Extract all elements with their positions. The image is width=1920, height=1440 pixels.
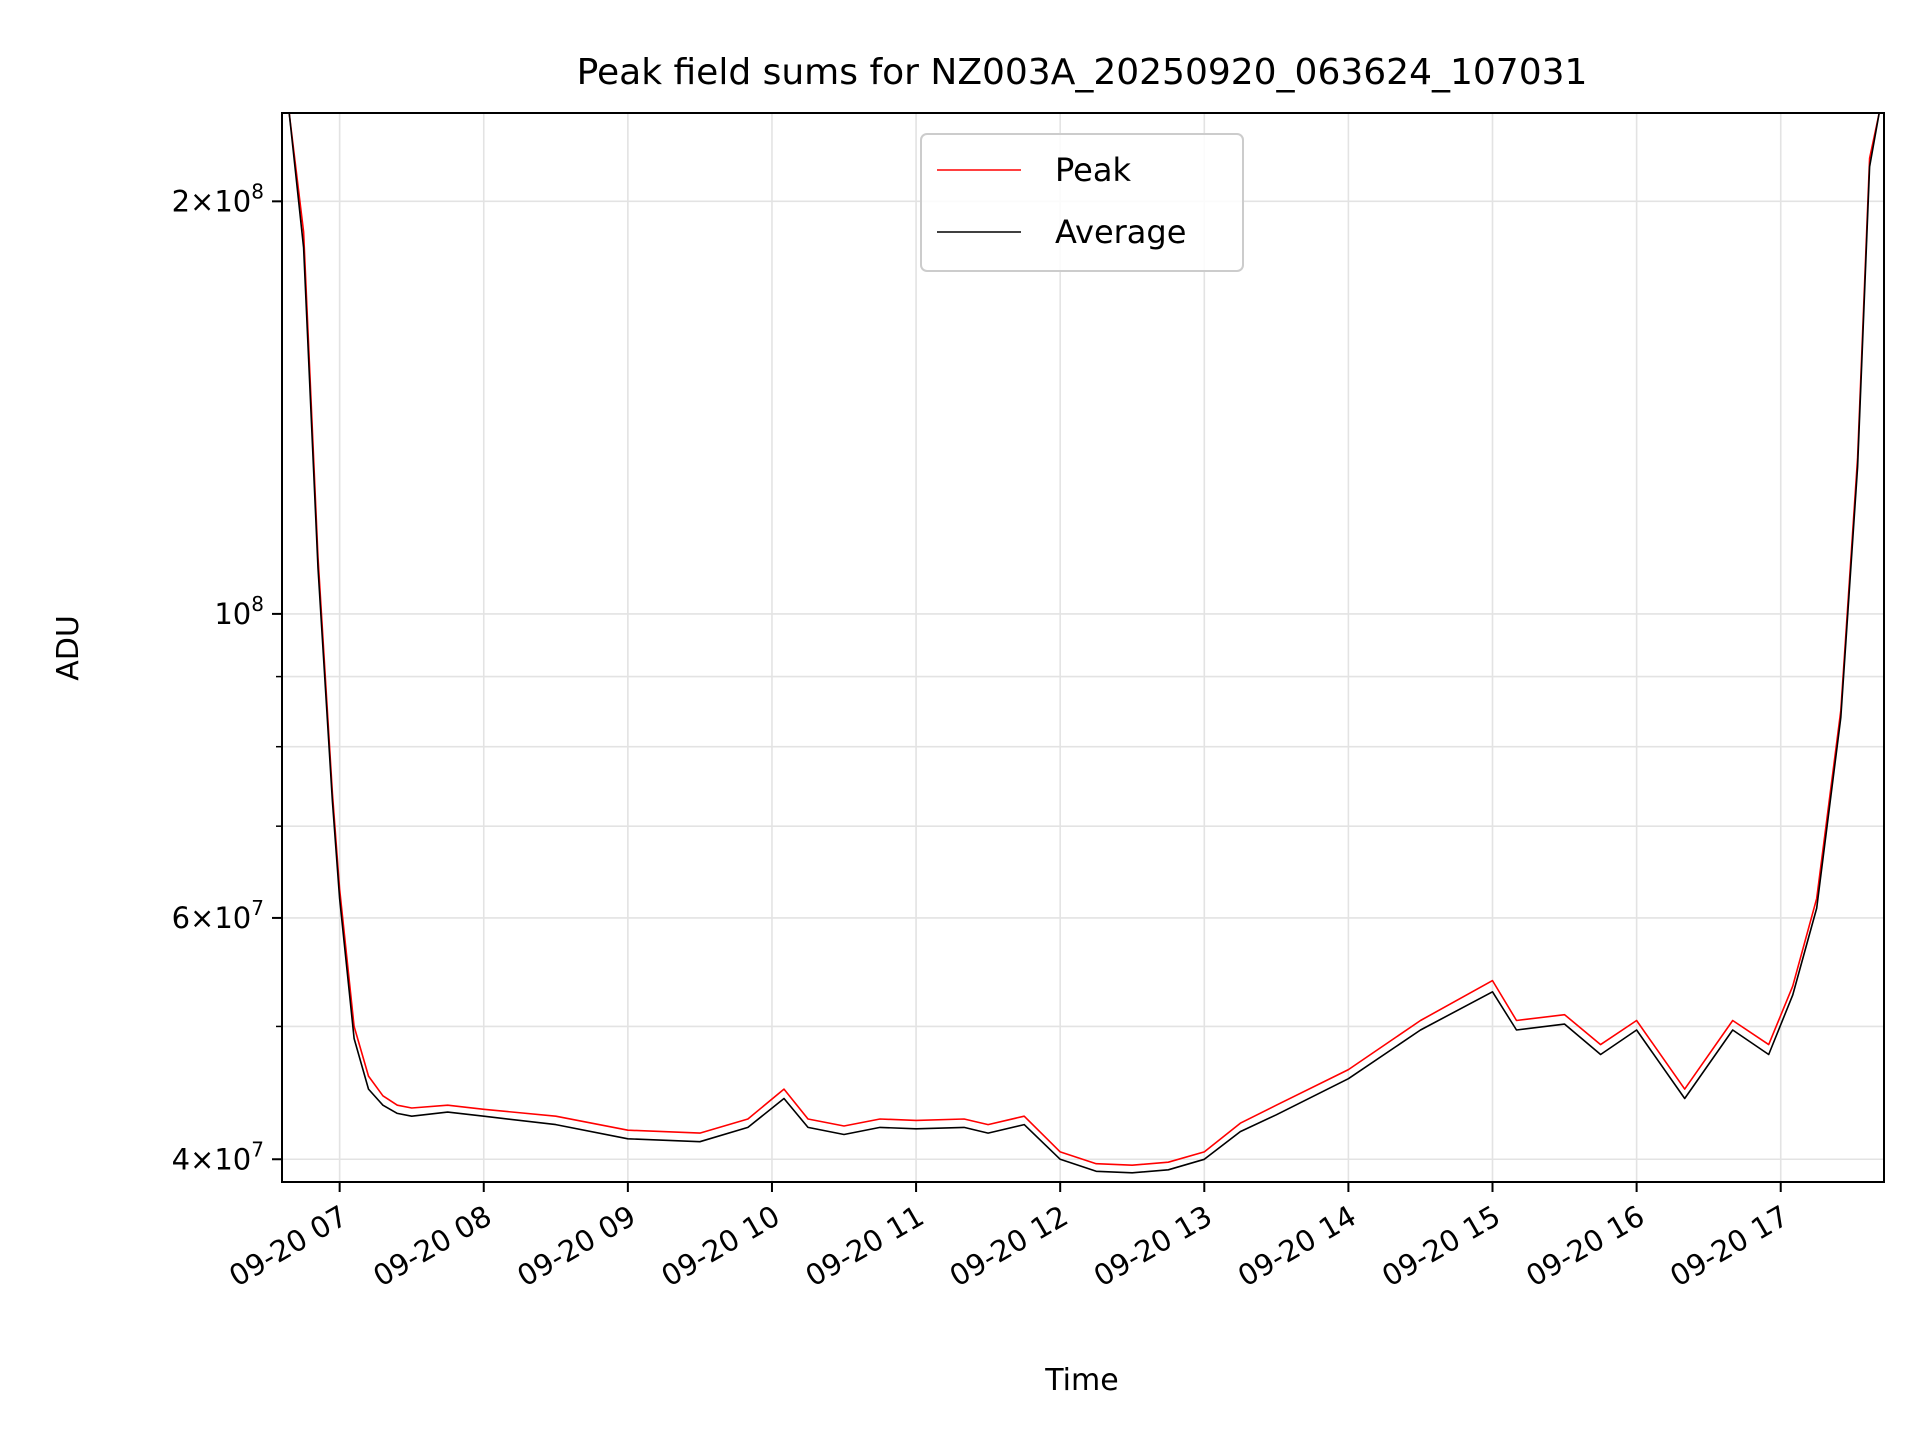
legend-peak-label: Peak bbox=[1055, 151, 1131, 189]
legend-box bbox=[920, 133, 1244, 272]
y-axis: 4×107 6×107 108 2×108 bbox=[172, 179, 282, 1176]
chart-title: Peak field sums for NZ003A_20250920_0636… bbox=[577, 52, 1588, 93]
y-tick-label: 4×107 bbox=[172, 1137, 264, 1176]
series-line-peak bbox=[288, 113, 1880, 1166]
plot-frame bbox=[281, 112, 1885, 1183]
x-axis-label: Time bbox=[1044, 1363, 1118, 1398]
legend-average-label: Average bbox=[1055, 213, 1186, 251]
series-lines bbox=[288, 113, 1880, 1174]
series-line-average bbox=[288, 113, 1880, 1174]
y-axis-label: ADU bbox=[51, 615, 86, 681]
y-tick-label: 6×107 bbox=[172, 896, 264, 935]
legend: Peak Average bbox=[920, 133, 1244, 272]
y-tick-label: 2×108 bbox=[172, 179, 264, 218]
y-tick-label: 108 bbox=[214, 592, 264, 631]
